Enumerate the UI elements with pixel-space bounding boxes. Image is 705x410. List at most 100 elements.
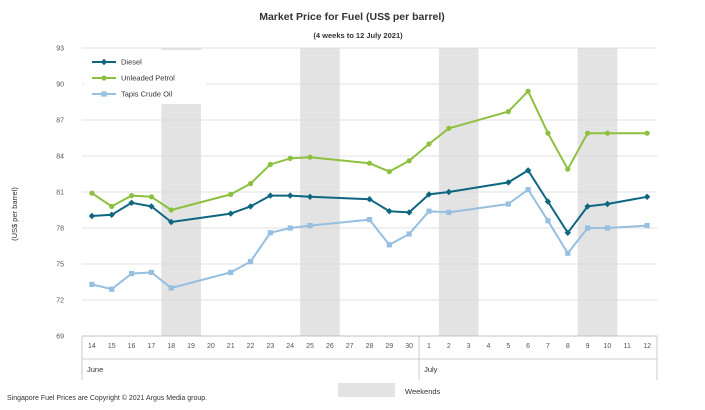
x-tick-label: 15 (108, 343, 116, 350)
data-series (88, 88, 651, 292)
x-tick-label: 14 (88, 343, 96, 350)
point-tapis-crude-oil (426, 208, 432, 214)
x-tick-label: 4 (487, 343, 491, 350)
point-diesel (425, 191, 433, 198)
point-diesel (544, 198, 552, 205)
x-tick-label: 25 (306, 343, 314, 350)
point-unleaded-petrol (307, 154, 313, 160)
point-tapis-crude-oil (604, 225, 611, 231)
point-unleaded-petrol (644, 130, 650, 136)
point-diesel (128, 199, 135, 206)
legend-label-tapis-crude-oil: Tapis Crude Oil (121, 90, 173, 99)
month-label-june: June (87, 365, 103, 374)
weekends-key: Weekends (338, 383, 441, 397)
point-tapis-crude-oil (267, 230, 273, 236)
x-tick-label: 9 (586, 343, 590, 350)
point-diesel (88, 212, 96, 220)
line-diesel (91, 169, 648, 234)
point-diesel (247, 203, 254, 210)
point-unleaded-petrol (247, 181, 254, 187)
point-diesel (584, 203, 591, 210)
point-tapis-crude-oil (565, 250, 571, 256)
point-diesel (564, 229, 571, 236)
x-tick-label: 10 (604, 343, 612, 350)
point-diesel (227, 210, 234, 217)
point-unleaded-petrol (287, 155, 293, 161)
point-unleaded-petrol (426, 141, 432, 147)
x-tick-label: 8 (566, 343, 570, 350)
legend-label-unleaded-petrol: Unleaded Petrol (121, 74, 175, 83)
x-tick-label: 17 (147, 343, 155, 350)
point-tapis-crude-oil (366, 217, 373, 223)
point-unleaded-petrol (565, 166, 571, 172)
y-tick-label: 90 (56, 82, 64, 89)
x-tick-label: 27 (346, 343, 354, 350)
point-diesel (505, 179, 512, 186)
y-tick-label: 81 (56, 190, 64, 197)
copyright-note: Singapore Fuel Prices are Copyright © 20… (7, 394, 207, 402)
x-axis: 14 15 16 17 18 19 20 21 22 23 24 25 26 27 28 29 30 1 2 3 4 5 6… (81, 335, 658, 380)
y-tick-label: 78 (56, 226, 64, 233)
x-tick-label: 6 (526, 343, 530, 350)
point-diesel (148, 203, 155, 210)
point-diesel (405, 209, 413, 216)
y-axis-ticks: 69 72 75 78 81 84 87 90 93 (56, 46, 64, 341)
chart-title: Market Price for Fuel (US$ per barrel) (259, 11, 445, 23)
legend-label-diesel: Diesel (121, 58, 142, 67)
point-unleaded-petrol (148, 194, 154, 200)
y-tick-label: 69 (56, 334, 64, 341)
series-diesel (88, 167, 651, 236)
point-tapis-crude-oil (644, 223, 650, 229)
point-unleaded-petrol (545, 130, 551, 136)
weekends-key-label: Weekends (405, 387, 441, 396)
x-tick-label: 21 (227, 343, 235, 350)
point-tapis-crude-oil (525, 187, 531, 193)
point-unleaded-petrol (109, 203, 115, 209)
series-unleaded-petrol (89, 88, 650, 213)
point-unleaded-petrol (604, 130, 611, 136)
point-tapis-crude-oil (446, 209, 452, 215)
x-tick-label: 12 (643, 343, 651, 350)
line-unleaded-petrol (91, 90, 648, 211)
point-tapis-crude-oil (109, 286, 115, 292)
point-diesel (108, 211, 115, 218)
y-axis-label: (US$ per barrel) (10, 187, 19, 241)
x-tick-label: 26 (326, 343, 334, 350)
point-tapis-crude-oil (406, 231, 412, 237)
x-tick-label: 22 (247, 343, 255, 350)
point-tapis-crude-oil (287, 225, 293, 231)
point-tapis-crude-oil (585, 225, 591, 231)
point-tapis-crude-oil (545, 218, 551, 224)
x-tick-label: 3 (467, 343, 471, 350)
legend: Diesel Unleaded Petrol Tapis Crude Oil (84, 50, 206, 104)
y-tick-label: 93 (56, 46, 64, 53)
point-unleaded-petrol (228, 191, 234, 197)
point-tapis-crude-oil (386, 242, 392, 248)
point-unleaded-petrol (525, 88, 531, 94)
point-unleaded-petrol (505, 109, 511, 115)
x-tick-label: 23 (266, 343, 274, 350)
point-unleaded-petrol (267, 161, 273, 167)
y-tick-label: 84 (56, 154, 64, 161)
point-diesel (168, 218, 175, 226)
point-unleaded-petrol (386, 169, 392, 175)
legend-marker-unleaded-petrol (101, 75, 107, 81)
point-tapis-crude-oil (505, 201, 511, 207)
x-tick-label: 11 (624, 343, 631, 350)
weekends-key-swatch (338, 383, 395, 397)
point-diesel (267, 192, 274, 199)
x-tick-label: 19 (187, 343, 195, 350)
x-tick-label: 18 (167, 343, 175, 350)
point-diesel (604, 200, 611, 208)
point-diesel (445, 188, 453, 196)
point-diesel (366, 196, 373, 203)
point-unleaded-petrol (168, 207, 174, 213)
point-unleaded-petrol (446, 125, 452, 131)
point-tapis-crude-oil (128, 271, 135, 277)
point-diesel (286, 192, 294, 199)
point-diesel (386, 208, 393, 215)
point-unleaded-petrol (128, 193, 135, 199)
point-tapis-crude-oil (307, 223, 313, 229)
series-tapis-crude-oil (89, 187, 650, 292)
